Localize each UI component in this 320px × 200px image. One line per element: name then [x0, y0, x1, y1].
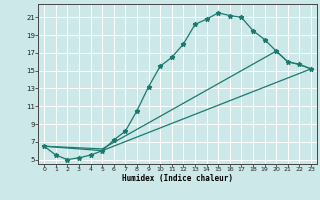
X-axis label: Humidex (Indice chaleur): Humidex (Indice chaleur) — [122, 174, 233, 183]
